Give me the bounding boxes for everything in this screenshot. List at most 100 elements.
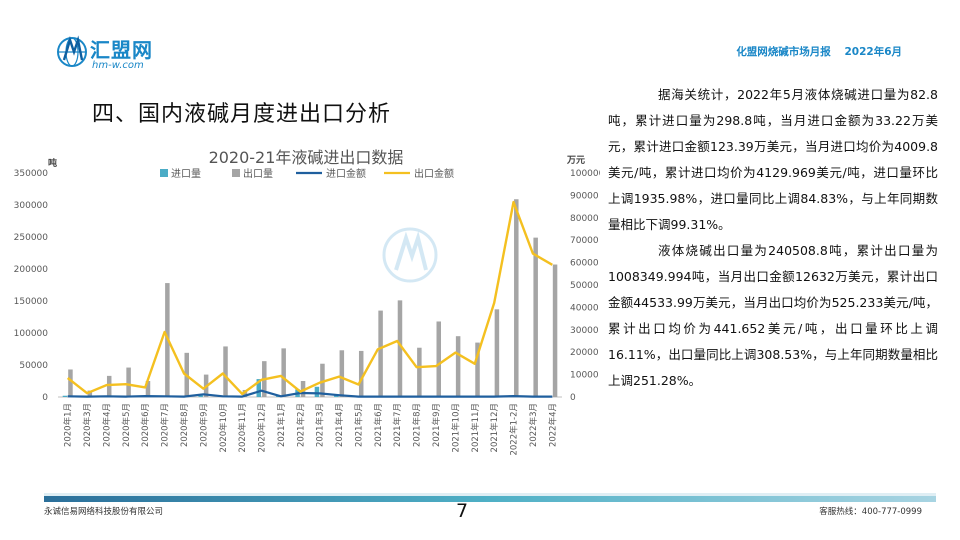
analysis-text: 据海关统计，2022年5月液体烧碱进口量为82.8吨，累计进口量为298.8吨，… — [608, 82, 938, 394]
y-axis-right-unit: 万元 — [566, 155, 585, 166]
y-left-tick-label: 250000 — [14, 233, 49, 243]
bar-export-qty — [339, 350, 345, 397]
x-tick-label: 2020年12月 — [257, 403, 268, 452]
bar-import-qty — [62, 395, 68, 397]
legend-label: 出口量 — [243, 167, 273, 180]
watermark-logo — [380, 220, 530, 294]
x-tick-label: 2021年8月 — [412, 403, 423, 447]
x-tick-label: 2020年3月 — [82, 403, 93, 447]
x-tick-label: 2021年12月 — [489, 403, 500, 452]
bar-import-qty — [198, 395, 203, 397]
x-tick-label: 2021年6月 — [373, 403, 384, 447]
x-tick-label: 2021年9月 — [431, 403, 442, 447]
x-tick-label: 2020年10月 — [218, 403, 229, 452]
bar-export-qty — [242, 389, 248, 397]
bar-export-qty — [417, 347, 422, 397]
line-import-amount — [67, 389, 553, 398]
bar-export-qty — [68, 369, 73, 397]
bar-export-qty — [87, 390, 93, 397]
bar-export-qty — [126, 367, 131, 397]
x-tick-label: 2021年4月 — [334, 403, 345, 447]
import-analysis: 据海关统计，2022年5月液体烧碱进口量为82.8吨，累计进口量为298.8吨，… — [608, 87, 938, 232]
brand-url: hm-w.com — [92, 60, 144, 71]
y-axis-left-unit: 吨 — [48, 157, 57, 169]
report-name: 化盟网烧碱市场月报 — [736, 46, 831, 58]
bar-export-qty — [281, 348, 286, 397]
y-left-tick-label: 350000 — [14, 169, 49, 179]
x-tick-label: 2020年5月 — [121, 403, 132, 447]
bar-export-qty — [106, 375, 112, 397]
export-analysis: 液体烧碱出口量为240508.8吨，累计出口量为1008349.994吨，当月出… — [608, 243, 938, 388]
bar-import-qty — [314, 386, 320, 397]
y-left-tick-label: 200000 — [14, 265, 49, 275]
x-tick-label: 2021年11月 — [470, 403, 481, 452]
brand-logo: 汇盟网 hm-w.com — [56, 30, 176, 80]
x-tick-label: 2020年8月 — [179, 403, 190, 447]
report-header: 化盟网烧碱市场月报 2022年6月 — [736, 44, 902, 59]
x-tick-label: 2021年1月 — [276, 403, 287, 447]
globe-icon — [57, 35, 87, 67]
bar-import-qty — [256, 379, 262, 397]
bar-export-qty — [475, 342, 480, 397]
y-right-tick-label: 10000 — [570, 371, 599, 381]
y-left-tick-label: 50000 — [19, 361, 48, 371]
bar-export-qty — [378, 310, 383, 397]
x-tick-label: 2020年11月 — [237, 403, 248, 452]
y-right-tick-label: 60000 — [570, 259, 599, 269]
trade-chart-svg: 2020-21年液碱进出口数据 吨 万元 进口量 出口量 进口金额 出口金额 0 500… — [14, 148, 605, 456]
bar-export-qty — [358, 350, 364, 397]
x-tick-label: 2021年7月 — [392, 403, 403, 447]
y-right-tick-label: 30000 — [570, 326, 599, 336]
bar-export-qty — [514, 199, 519, 397]
y-axis-left: 0 50000 100000 150000 200000 250000 300000 3500… — [14, 169, 49, 403]
bar-export-qty — [300, 381, 306, 397]
x-tick-label: 2021年2月 — [295, 403, 306, 447]
trade-chart: 2020-21年液碱进出口数据 吨 万元 进口量 出口量 进口金额 出口金额 0 500… — [0, 136, 605, 476]
bar-export-qty — [320, 363, 325, 397]
page-number: 7 — [456, 500, 469, 522]
bar-export-qty — [145, 381, 151, 397]
x-tick-label: 2020年4月 — [101, 403, 112, 447]
y-right-tick-label: 20000 — [570, 348, 599, 358]
legend-label: 出口金额 — [414, 167, 454, 180]
bar-export-qty — [552, 264, 558, 397]
x-tick-label: 2021年3月 — [315, 403, 326, 447]
company-name: 永诚信易网络科技股份有限公司 — [44, 507, 164, 517]
bar-export-qty — [436, 321, 441, 397]
report-period: 2022年6月 — [844, 46, 902, 58]
line-export-amount — [66, 200, 553, 396]
y-right-tick-label: 90000 — [570, 191, 599, 201]
x-tick-label: 2020年1月 — [63, 403, 74, 447]
legend-swatch — [232, 169, 240, 177]
bar-export-qty — [397, 300, 403, 397]
chart-bars — [62, 199, 558, 397]
hotline: 客服热线：400-777-0999 — [819, 507, 922, 517]
section-title: 四、国内液碱月度进出口分析 — [92, 102, 392, 127]
x-tick-label: 2022年3月 — [528, 403, 539, 447]
legend-label: 进口量 — [171, 168, 201, 180]
x-tick-label: 2020年7月 — [160, 403, 171, 447]
y-right-tick-label: 0 — [570, 393, 576, 403]
x-tick-label: 2020年6月 — [140, 403, 151, 447]
legend-swatch — [160, 169, 168, 177]
bar-export-qty — [223, 346, 228, 397]
bar-export-qty — [455, 336, 461, 397]
x-axis: 2020年1月 2020年3月 2020年4月 2020年5月 2020年6月 2020年… — [63, 403, 559, 456]
y-right-tick-label: 100000 — [570, 169, 600, 179]
brand-name: 汇盟网 — [90, 38, 153, 62]
y-right-tick-label: 40000 — [570, 303, 599, 313]
y-axis-right: 0 10000 20000 30000 40000 50000 60000 70000 8000… — [570, 169, 605, 403]
x-tick-label: 2020年9月 — [198, 403, 209, 447]
footer-band — [44, 488, 936, 502]
y-left-tick-label: 150000 — [14, 297, 49, 307]
x-tick-label: 2022年1-2月 — [509, 403, 520, 456]
legend-label: 进口金额 — [326, 167, 366, 180]
y-left-tick-label: 100000 — [14, 329, 49, 339]
y-right-tick-label: 80000 — [570, 214, 599, 224]
x-tick-label: 2021年10月 — [450, 403, 461, 452]
y-right-tick-label: 50000 — [570, 281, 599, 291]
bar-export-qty — [533, 237, 538, 397]
x-tick-label: 2022年4月 — [547, 403, 558, 447]
y-right-tick-label: 70000 — [570, 236, 599, 246]
